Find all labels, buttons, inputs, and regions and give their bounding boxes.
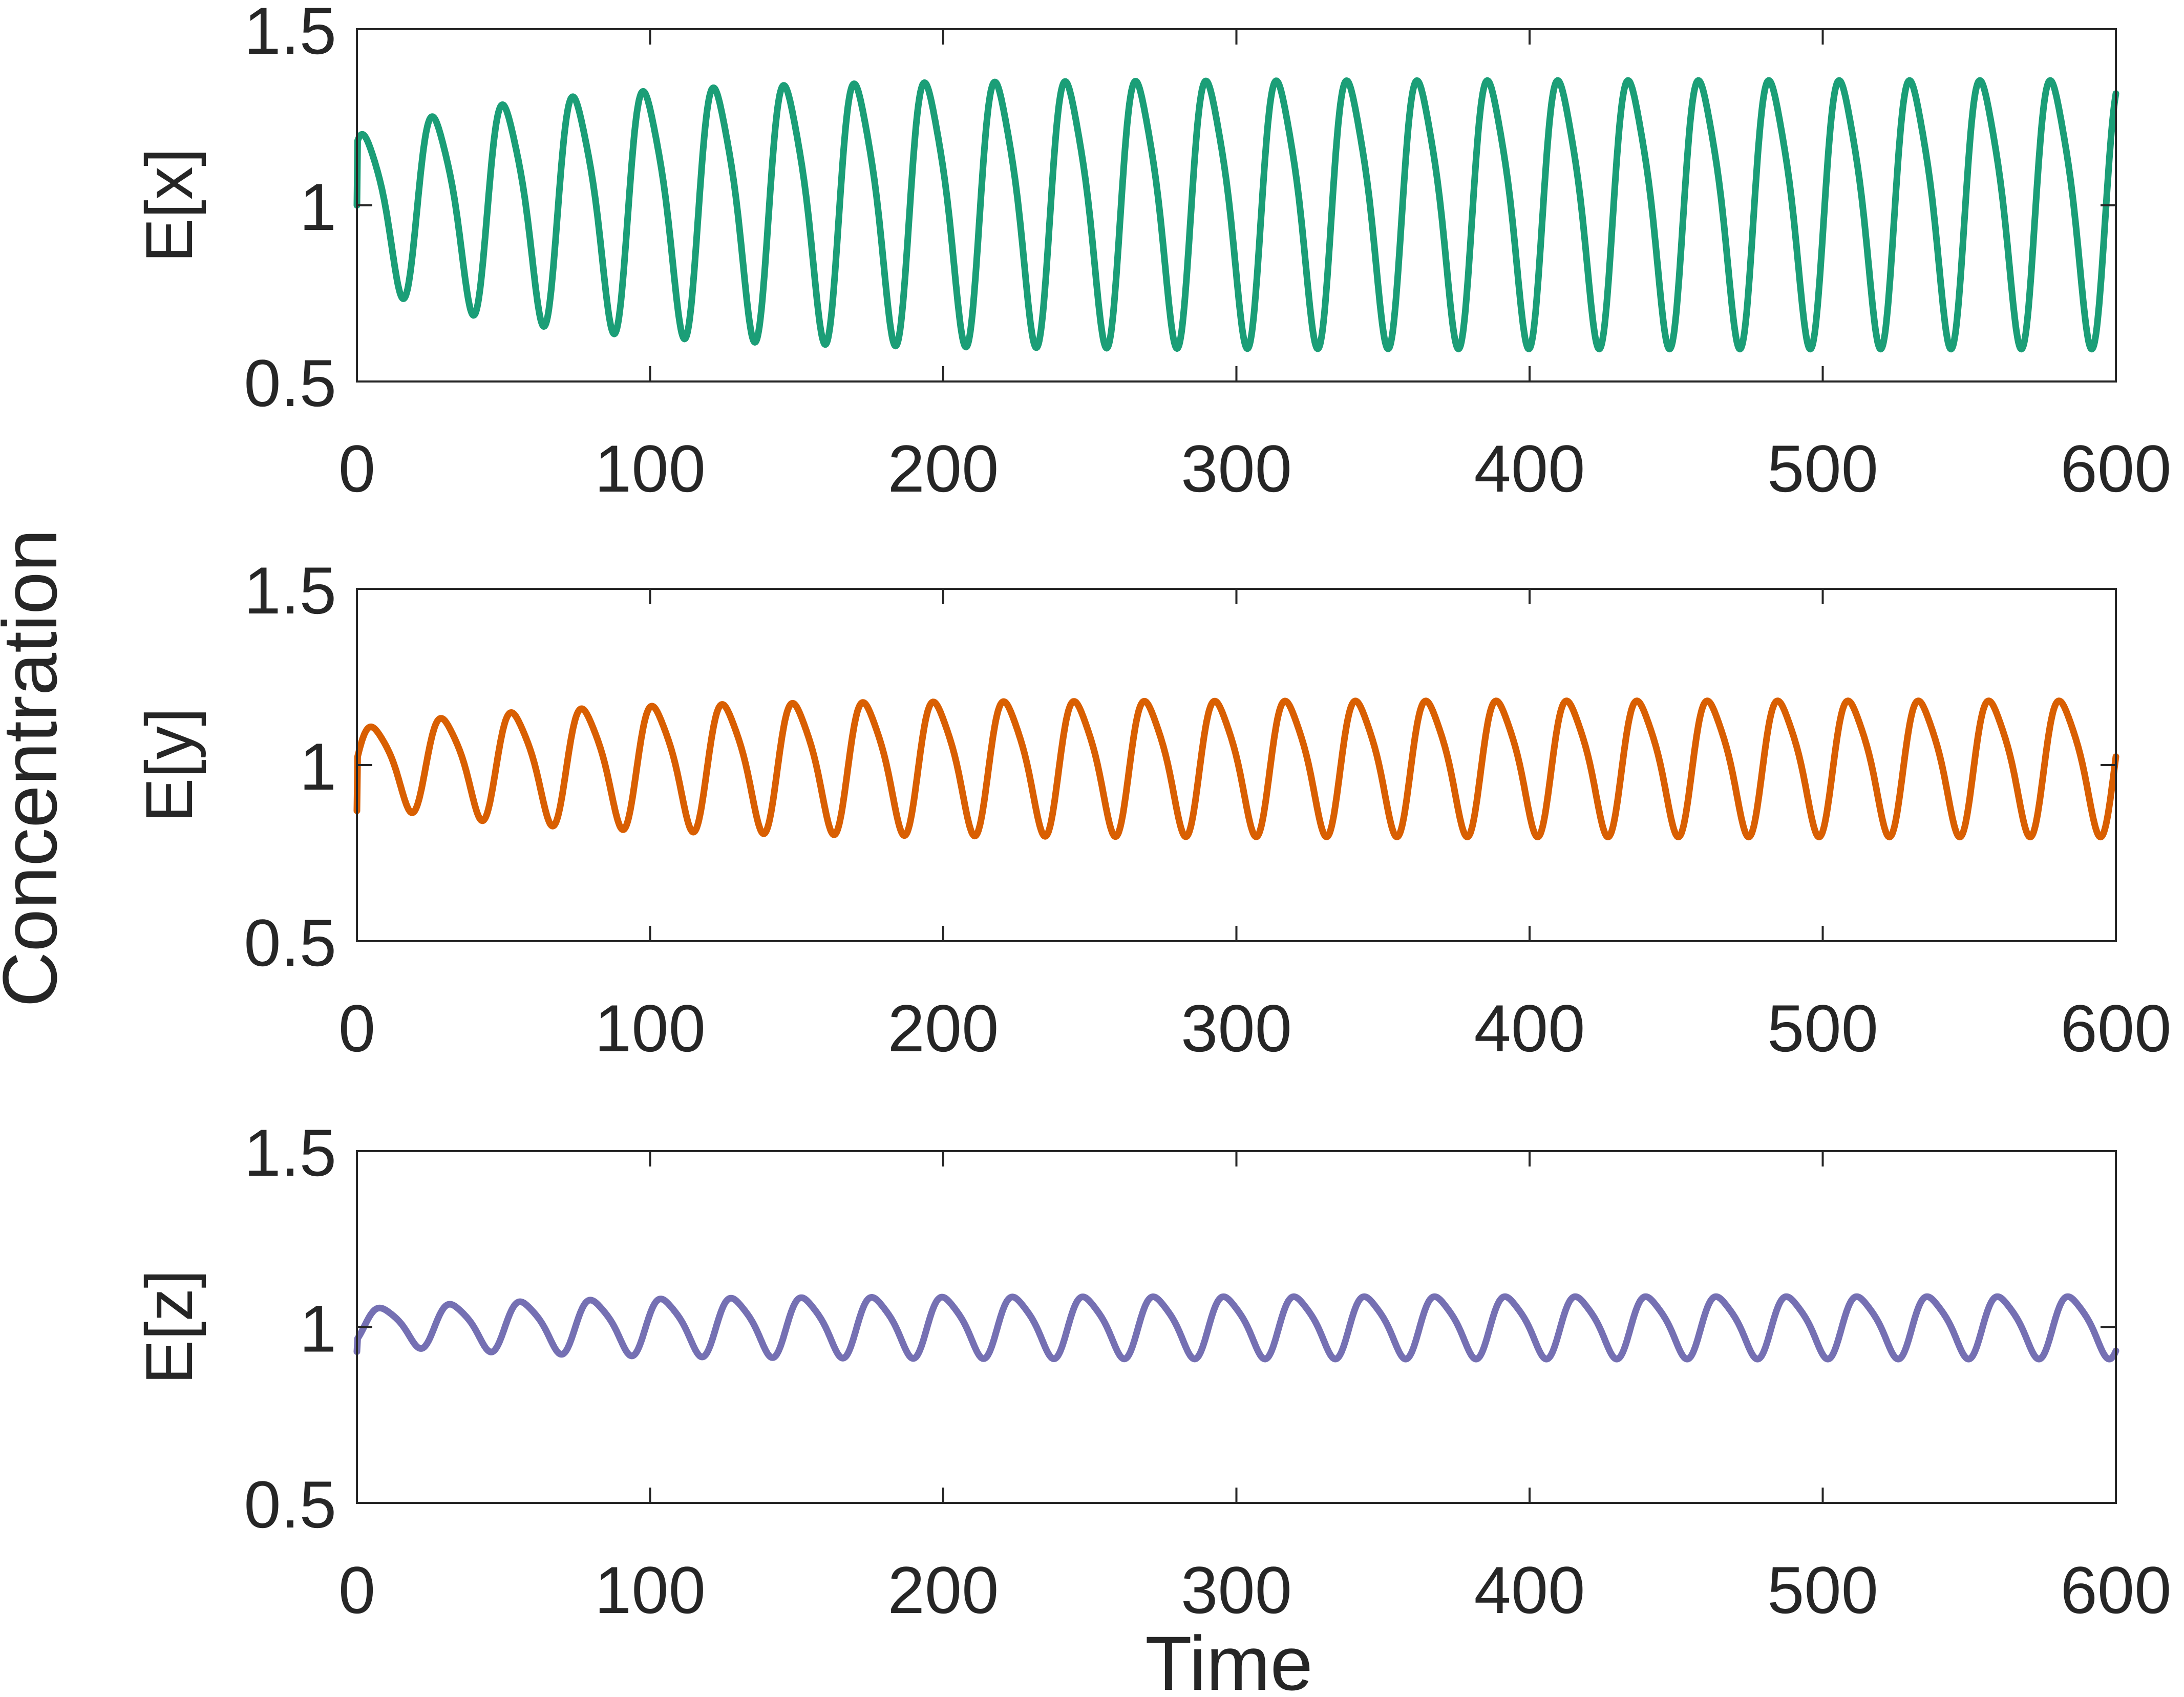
x-tick-label: 100 [595,991,706,1066]
x-tick-label: 200 [888,1553,999,1627]
x-tick-label: 500 [1767,431,1878,506]
x-tick-label: 600 [2061,1553,2172,1627]
series-line-2-1 [353,697,2119,841]
panel-2: 0 100 200 300 400 500 600 0.5 1 1.5 E[y] [132,553,2171,1066]
x-tick-label: 400 [1474,1553,1585,1627]
x-tick-label: 500 [1767,1553,1878,1627]
panel-y-axis-label: E[x] [132,148,206,263]
x-tick-label: 0 [338,1553,375,1627]
x-tick-label: 500 [1767,991,1878,1066]
y-tick-label: 1.5 [244,553,336,628]
series-line-1-1 [353,77,2119,353]
x-tick-label: 300 [1181,991,1292,1066]
x-tick-label: 0 [338,991,375,1066]
plot-frame [356,28,2117,383]
panel-y-axis-label: E[z] [132,1270,206,1385]
y-tick-label: 0.5 [244,1467,336,1542]
y-tick-label: 0.5 [244,346,336,420]
y-tick-label: 0.5 [244,905,336,980]
x-tick-label: 100 [595,431,706,506]
y-tick-label: 1.5 [244,0,336,68]
x-tick-label: 400 [1474,431,1585,506]
series-line-3-1 [353,1293,2119,1363]
figure-x-axis-label: Time [1145,1620,1313,1697]
figure-y-axis-label: Concentration [0,529,73,1007]
plot-frame [356,1150,2117,1504]
x-tick-label: 200 [888,431,999,506]
x-tick-label: 600 [2061,991,2172,1066]
panel-y-axis-label: E[y] [132,708,206,822]
x-tick-label: 600 [2061,431,2172,506]
x-tick-label: 100 [595,1553,706,1627]
panels: 0 100 200 300 400 500 600 0.5 1 1.5 E[x] 0 100 200 300… [132,0,2171,1627]
y-tick-label: 1 [300,1291,336,1366]
y-tick-label: 1 [300,729,336,804]
y-tick-label: 1.5 [244,1115,336,1190]
panel-1: 0 100 200 300 400 500 600 0.5 1 1.5 E[x] [132,0,2171,506]
panel-3: 0 100 200 300 400 500 600 0.5 1 1.5 E[z] [132,1115,2171,1627]
y-tick-label: 1 [300,169,336,244]
x-tick-label: 200 [888,991,999,1066]
x-tick-label: 0 [338,431,375,506]
x-tick-label: 400 [1474,991,1585,1066]
x-tick-label: 300 [1181,431,1292,506]
x-tick-label: 300 [1181,1553,1292,1627]
